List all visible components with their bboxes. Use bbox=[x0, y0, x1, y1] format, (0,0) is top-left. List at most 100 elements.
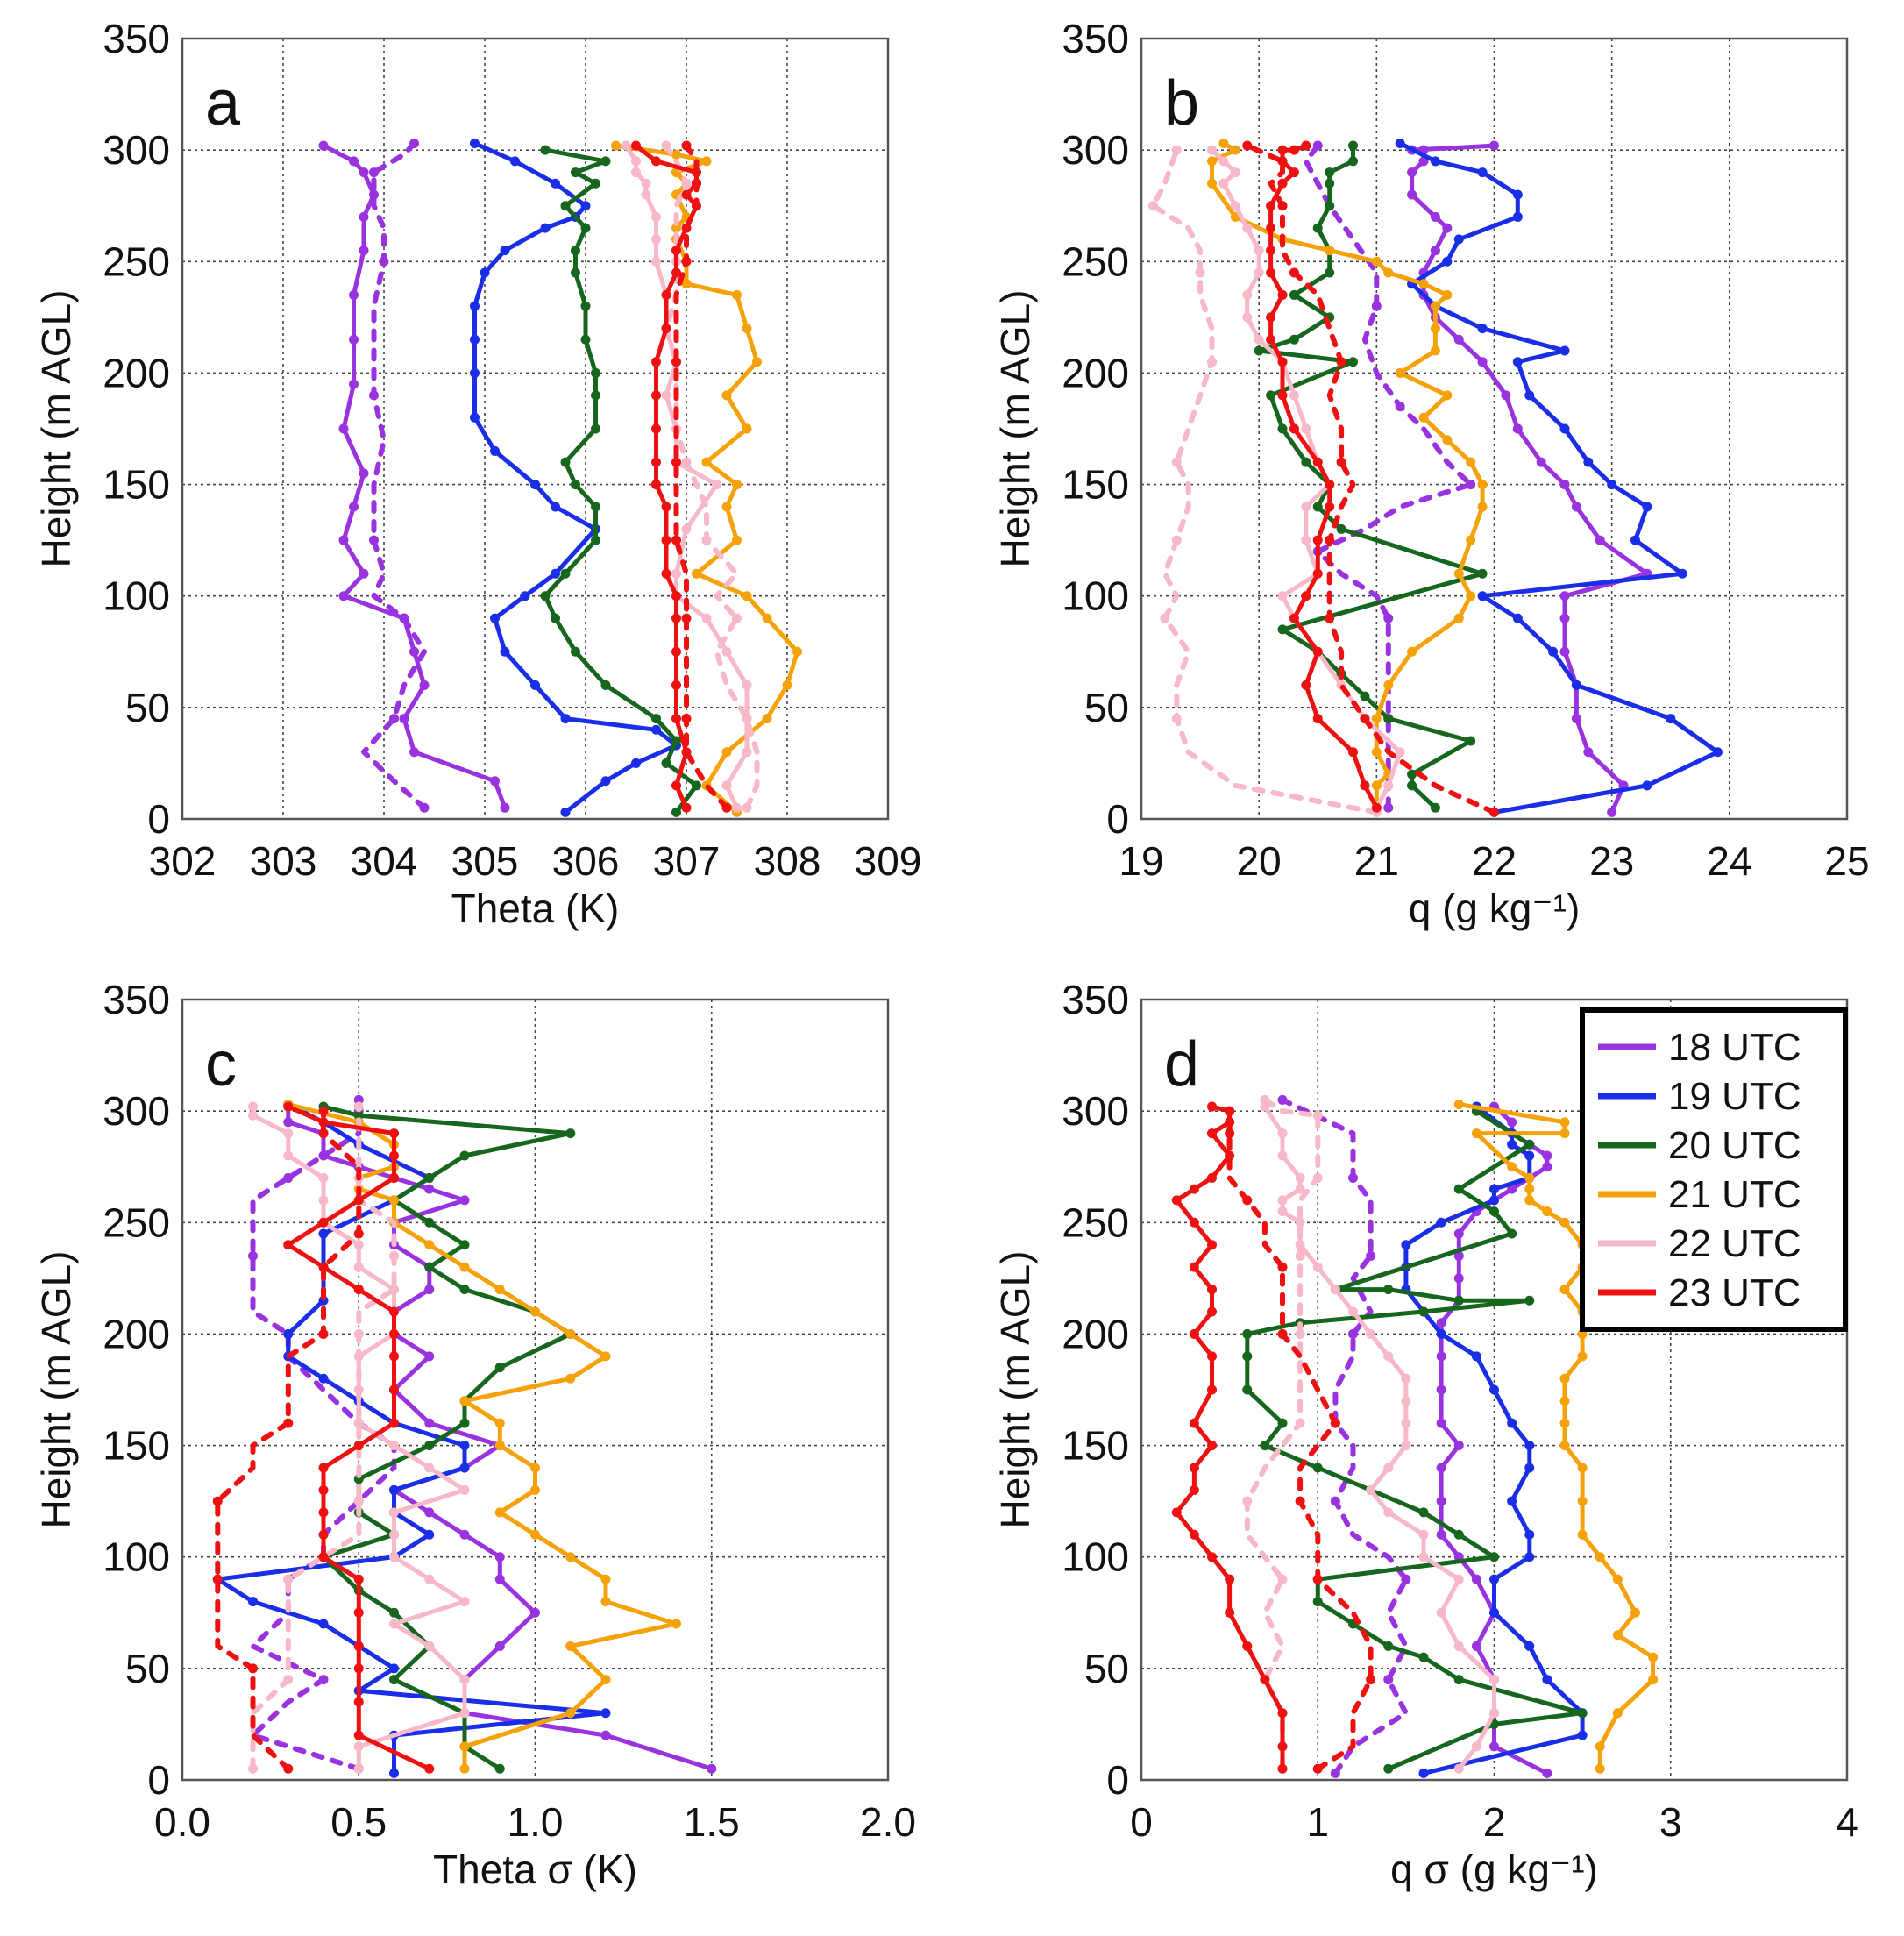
data-point-22-utc bbox=[1171, 535, 1182, 545]
data-point-22-utc bbox=[651, 234, 661, 245]
data-point-23-utc bbox=[389, 1128, 399, 1139]
data-point-21-utc bbox=[742, 591, 752, 601]
data-point-21-utc bbox=[762, 613, 772, 623]
data-point-21-utc bbox=[1612, 1630, 1623, 1641]
data-point-21-utc bbox=[721, 502, 732, 512]
data-point-23-utc bbox=[671, 535, 681, 545]
data-point-22-utc bbox=[389, 1250, 399, 1261]
data-point-22-utc bbox=[1366, 1484, 1376, 1495]
x-tick-label: 305 bbox=[451, 838, 519, 884]
data-point-23-utc bbox=[1312, 568, 1323, 579]
data-point-22-utc bbox=[1277, 1206, 1288, 1217]
series-line-22-utc-dashed bbox=[664, 143, 760, 811]
data-point-20-utc bbox=[1418, 1306, 1429, 1317]
data-point-23-utc bbox=[661, 289, 671, 300]
data-point-18-utc bbox=[424, 1184, 435, 1194]
data-point-18-utc bbox=[1371, 301, 1382, 311]
data-point-23-utc bbox=[1289, 145, 1299, 155]
data-point-22-utc bbox=[459, 1708, 470, 1719]
data-point-20-utc bbox=[560, 457, 571, 467]
y-tick-label: 150 bbox=[103, 1423, 170, 1469]
y-tick-label: 0 bbox=[147, 796, 170, 842]
data-point-21-utc bbox=[530, 1529, 540, 1540]
data-point-22-utc bbox=[389, 1507, 399, 1518]
data-point-23-utc bbox=[671, 591, 681, 601]
x-tick-label: 1 bbox=[1306, 1799, 1329, 1845]
x-tick-label: 302 bbox=[149, 838, 217, 884]
data-point-23-utc bbox=[661, 502, 671, 512]
data-point-18-utc bbox=[369, 535, 379, 545]
data-point-19-utc bbox=[389, 1663, 399, 1674]
data-point-18-utc bbox=[318, 1675, 329, 1685]
y-tick-label: 100 bbox=[1062, 573, 1129, 619]
data-point-23-utc bbox=[661, 324, 671, 334]
data-point-18-utc bbox=[359, 468, 369, 479]
data-point-18-utc bbox=[424, 1351, 435, 1362]
data-point-21-utc bbox=[1477, 502, 1488, 512]
data-point-22-utc bbox=[732, 613, 742, 623]
data-point-18-utc bbox=[707, 1763, 717, 1774]
data-point-22-utc bbox=[1230, 201, 1240, 211]
data-point-18-utc bbox=[338, 424, 349, 434]
data-point-20-utc bbox=[1289, 289, 1299, 300]
data-point-18-utc bbox=[1607, 807, 1617, 817]
data-point-23-utc bbox=[671, 613, 681, 623]
data-point-22-utc bbox=[1383, 1351, 1394, 1362]
data-point-21-utc bbox=[1612, 1708, 1623, 1719]
series-line-18-utc-solid bbox=[286, 1102, 714, 1771]
data-point-23-utc bbox=[1242, 140, 1253, 151]
data-point-20-utc bbox=[1301, 457, 1311, 467]
data-point-18-utc bbox=[1453, 334, 1464, 345]
x-tick-label: 20 bbox=[1237, 838, 1282, 884]
legend-entry: 21 UTC bbox=[1598, 1173, 1801, 1216]
panel-a-x-axis-title: Theta (K) bbox=[451, 886, 620, 931]
data-point-22-utc bbox=[1147, 201, 1158, 211]
data-point-23-utc bbox=[318, 1529, 329, 1540]
data-point-19-utc bbox=[1430, 156, 1440, 167]
data-point-20-utc bbox=[1336, 523, 1346, 534]
data-point-21-utc bbox=[1507, 1162, 1517, 1172]
data-point-20-utc bbox=[591, 178, 600, 189]
data-point-22-utc bbox=[701, 535, 712, 545]
data-point-23-utc bbox=[681, 802, 692, 813]
data-point-21-utc bbox=[742, 324, 752, 334]
x-tick-label: 0 bbox=[1130, 1799, 1153, 1845]
data-point-19-utc bbox=[1642, 502, 1652, 512]
data-point-19-utc bbox=[520, 591, 530, 601]
data-point-21-utc bbox=[1325, 246, 1335, 256]
legend-label: 22 UTC bbox=[1668, 1222, 1801, 1265]
data-point-23-utc bbox=[1207, 1172, 1217, 1183]
data-point-23-utc bbox=[1312, 535, 1323, 545]
data-point-19-utc bbox=[490, 613, 500, 623]
data-point-23-utc bbox=[681, 613, 692, 623]
data-point-19-utc bbox=[1477, 591, 1488, 601]
data-point-22-utc bbox=[353, 1418, 364, 1428]
x-tick-label: 1.0 bbox=[508, 1799, 564, 1845]
x-tick-label: 309 bbox=[855, 838, 922, 884]
data-point-18-utc bbox=[369, 189, 379, 200]
data-point-20-utc bbox=[540, 145, 551, 155]
data-point-20-utc bbox=[1277, 1418, 1288, 1428]
data-point-18-utc bbox=[283, 1172, 294, 1183]
data-point-20-utc bbox=[692, 780, 701, 791]
data-point-20-utc bbox=[1507, 1228, 1517, 1239]
data-point-22-utc bbox=[641, 178, 651, 189]
data-point-18-utc bbox=[359, 211, 369, 222]
data-point-23-utc bbox=[661, 535, 671, 545]
data-point-18-utc bbox=[424, 1418, 435, 1428]
data-point-18-utc bbox=[349, 334, 359, 345]
y-tick-label: 150 bbox=[1062, 462, 1129, 508]
data-point-19-utc bbox=[490, 445, 500, 456]
data-point-23-utc bbox=[353, 1730, 364, 1740]
data-point-22-utc bbox=[1254, 246, 1264, 256]
y-tick-label: 200 bbox=[103, 350, 170, 395]
data-point-22-utc bbox=[621, 140, 631, 151]
data-point-21-utc bbox=[1383, 680, 1394, 690]
data-point-22-utc bbox=[1242, 312, 1253, 323]
data-point-23-utc bbox=[389, 1418, 399, 1428]
panel-c-series bbox=[212, 1094, 717, 1778]
data-point-23-utc bbox=[1301, 591, 1311, 601]
data-point-18-utc bbox=[1595, 535, 1605, 545]
data-point-21-utc bbox=[1371, 714, 1382, 724]
x-tick-label: 23 bbox=[1589, 838, 1634, 884]
